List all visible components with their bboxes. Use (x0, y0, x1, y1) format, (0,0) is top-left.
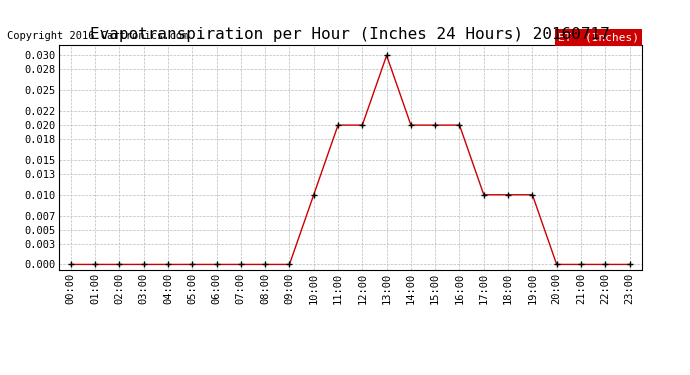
Title: Evapotranspiration per Hour (Inches 24 Hours) 20160717: Evapotranspiration per Hour (Inches 24 H… (90, 27, 610, 42)
Text: Copyright 2016 Cartronics.com: Copyright 2016 Cartronics.com (7, 32, 188, 41)
Text: ET  (Inches): ET (Inches) (558, 32, 639, 42)
